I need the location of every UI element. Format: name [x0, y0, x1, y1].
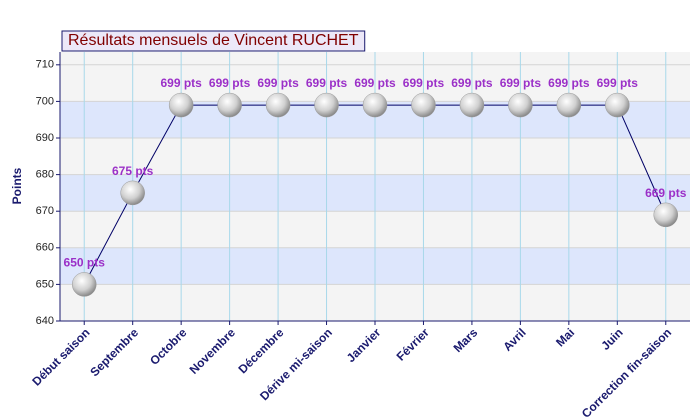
value-label: 669 pts: [645, 186, 687, 200]
value-label: 699 pts: [209, 76, 251, 90]
x-tick-label: Septembre: [87, 325, 141, 379]
x-tick-label: Octobre: [147, 325, 190, 368]
x-tick-label: Mars: [451, 325, 481, 355]
y-tick-label: 680: [36, 169, 54, 181]
value-label: 699 pts: [257, 76, 299, 90]
data-point: [217, 92, 242, 118]
x-tick-label: Novembre: [187, 325, 239, 377]
value-label: 699 pts: [160, 76, 202, 90]
x-tick-label: Juin: [598, 325, 625, 352]
x-tick-label: Décembre: [236, 325, 287, 376]
data-point: [71, 272, 97, 297]
x-tick-label: Début saison: [29, 325, 92, 388]
y-tick-label: 650: [36, 278, 54, 290]
value-label: 650 pts: [64, 256, 106, 270]
data-point: [314, 92, 339, 118]
y-tick-label: 690: [36, 132, 54, 144]
value-label: 699 pts: [597, 76, 639, 90]
chart-title: Résultats mensuels de Vincent RUCHET: [68, 32, 359, 49]
data-point: [459, 92, 485, 118]
y-tick-label: 660: [36, 242, 54, 254]
y-tick-label: 640: [36, 315, 54, 327]
title-box: [61, 30, 366, 52]
y-axis-label: Points: [10, 167, 24, 204]
x-tick-label: Avril: [500, 325, 528, 353]
value-label: 699 pts: [354, 76, 396, 90]
value-label: 675 pts: [112, 164, 154, 178]
data-point: [168, 92, 194, 118]
data-point: [120, 180, 145, 206]
value-label: 699 pts: [500, 76, 542, 90]
data-point: [653, 202, 679, 228]
data-point: [605, 92, 630, 118]
value-label: 699 pts: [403, 76, 445, 90]
y-tick-label: 710: [36, 59, 54, 71]
value-label: 699 pts: [548, 76, 590, 90]
x-tick-label: Mai: [553, 325, 577, 349]
y-tick-label: 670: [36, 205, 54, 217]
value-label: 699 pts: [451, 76, 493, 90]
data-point: [362, 92, 388, 118]
y-tick-label: 700: [36, 95, 54, 107]
data-point: [265, 92, 291, 118]
data-point: [411, 92, 436, 118]
data-point: [508, 92, 533, 118]
x-tick-label: Février: [394, 325, 432, 363]
value-label: 699 pts: [306, 76, 348, 90]
x-tick-label: Janvier: [344, 325, 384, 365]
x-tick-label: Correction fin-saison: [579, 325, 674, 420]
data-point: [556, 92, 582, 118]
